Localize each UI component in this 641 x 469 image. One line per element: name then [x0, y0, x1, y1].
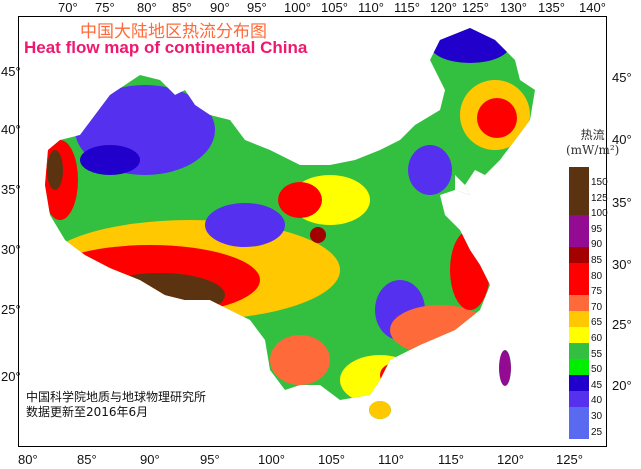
legend-label: 100: [591, 208, 608, 220]
axis-tick-top: 125°: [462, 0, 489, 15]
legend-label: 125: [591, 192, 608, 204]
axis-tick-top: 135°: [538, 0, 565, 15]
legend-swatch: [569, 279, 589, 295]
legend-title-text: 热流: [580, 128, 605, 142]
axis-tick-right: 40°: [612, 132, 632, 147]
legend-swatch: [569, 183, 589, 199]
axis-tick-right: 45°: [612, 70, 632, 85]
legend-swatch: [569, 231, 589, 247]
legend-label: 45: [591, 379, 603, 391]
axis-tick-bottom: 105°: [318, 452, 345, 467]
legend-swatch: [569, 247, 589, 263]
legend-swatch: [569, 407, 589, 423]
northeast-low-region: [430, 28, 510, 63]
axis-tick-bottom: 115°: [438, 452, 464, 467]
axis-tick-bottom: 85°: [77, 452, 97, 467]
legend-label: 70: [591, 301, 603, 313]
axis-tick-top: 100°: [284, 0, 311, 15]
axis-tick-bottom: 100°: [258, 452, 285, 467]
axis-tick-top: 110°: [358, 0, 384, 15]
legend-swatch: [569, 327, 589, 343]
axis-tick-top: 95°: [247, 0, 267, 15]
axis-tick-right: 35°: [612, 195, 632, 210]
axis-tick-top: 90°: [210, 0, 230, 15]
legend-label: 85: [591, 255, 603, 266]
legend-label: 95: [591, 223, 603, 235]
legend-label: 75: [591, 286, 603, 298]
axis-tick-left: 35°: [1, 182, 21, 197]
legend-label: 80: [591, 270, 603, 282]
credit-institution: 中国科学院地质与地球物理研究所: [26, 390, 207, 404]
legend-swatch: [569, 343, 589, 359]
legend-swatch: [569, 167, 589, 183]
legend-label: 90: [591, 239, 603, 251]
credit-update-date: 数据更新至2016年6月: [26, 405, 149, 419]
legend-swatch: [569, 359, 589, 375]
legend-swatch: [569, 263, 589, 279]
axis-tick-left: 40°: [1, 122, 21, 137]
legend-label: 60: [591, 333, 603, 344]
axis-tick-bottom: 120°: [497, 452, 524, 467]
axis-tick-bottom: 95°: [200, 452, 220, 467]
axis-tick-top: 80°: [137, 0, 157, 15]
legend-swatch: [569, 295, 589, 311]
legend-label: 30: [591, 411, 603, 422]
axis-tick-left: 20°: [1, 369, 21, 384]
axis-tick-bottom: 80°: [18, 452, 38, 467]
axis-tick-left: 30°: [1, 242, 21, 257]
legend-label: 55: [591, 348, 603, 360]
legend-swatch: [569, 423, 589, 439]
legend-label: 150: [591, 177, 608, 188]
axis-tick-top: 105°: [321, 0, 348, 15]
legend-swatch: [569, 375, 589, 391]
legend-unit: (mW/m²): [566, 143, 620, 157]
axis-tick-top: 115°: [394, 0, 420, 15]
legend-swatch: [569, 391, 589, 407]
legend-swatch: [569, 199, 589, 215]
legend-label: 50: [591, 364, 603, 376]
legend-swatch: [569, 311, 589, 327]
legend-swatch: [569, 215, 589, 231]
legend-label: 40: [591, 395, 603, 407]
credit-text: 中国科学院地质与地球物理研究所 数据更新至2016年6月: [26, 390, 206, 420]
axis-tick-top: 120°: [430, 0, 457, 15]
axis-tick-top: 130°: [500, 0, 527, 15]
map-title-english: Heat flow map of continental China: [24, 38, 308, 57]
map-title-chinese: 中国大陆地区热流分布图: [80, 22, 267, 42]
axis-tick-top: 85°: [172, 0, 192, 15]
legend-title: 热流 (mW/m²): [566, 128, 619, 158]
axis-tick-right: 25°: [612, 317, 632, 332]
axis-tick-right: 20°: [612, 378, 632, 393]
axis-tick-left: 45°: [1, 64, 21, 79]
axis-tick-top: 75°: [95, 0, 115, 15]
tibet-high-region: [95, 273, 225, 317]
axis-tick-left: 25°: [1, 302, 21, 317]
axis-tick-bottom: 110°: [378, 452, 404, 467]
legend-label: 65: [591, 317, 603, 329]
legend-label: 25: [591, 426, 603, 438]
map-frame: [18, 16, 607, 447]
axis-tick-top: 70°: [58, 0, 78, 15]
axis-tick-right: 30°: [612, 257, 632, 272]
axis-tick-top: 140°: [579, 0, 606, 15]
axis-tick-bottom: 90°: [140, 452, 160, 467]
color-legend: [569, 167, 589, 439]
axis-tick-bottom: 125°: [556, 452, 583, 467]
